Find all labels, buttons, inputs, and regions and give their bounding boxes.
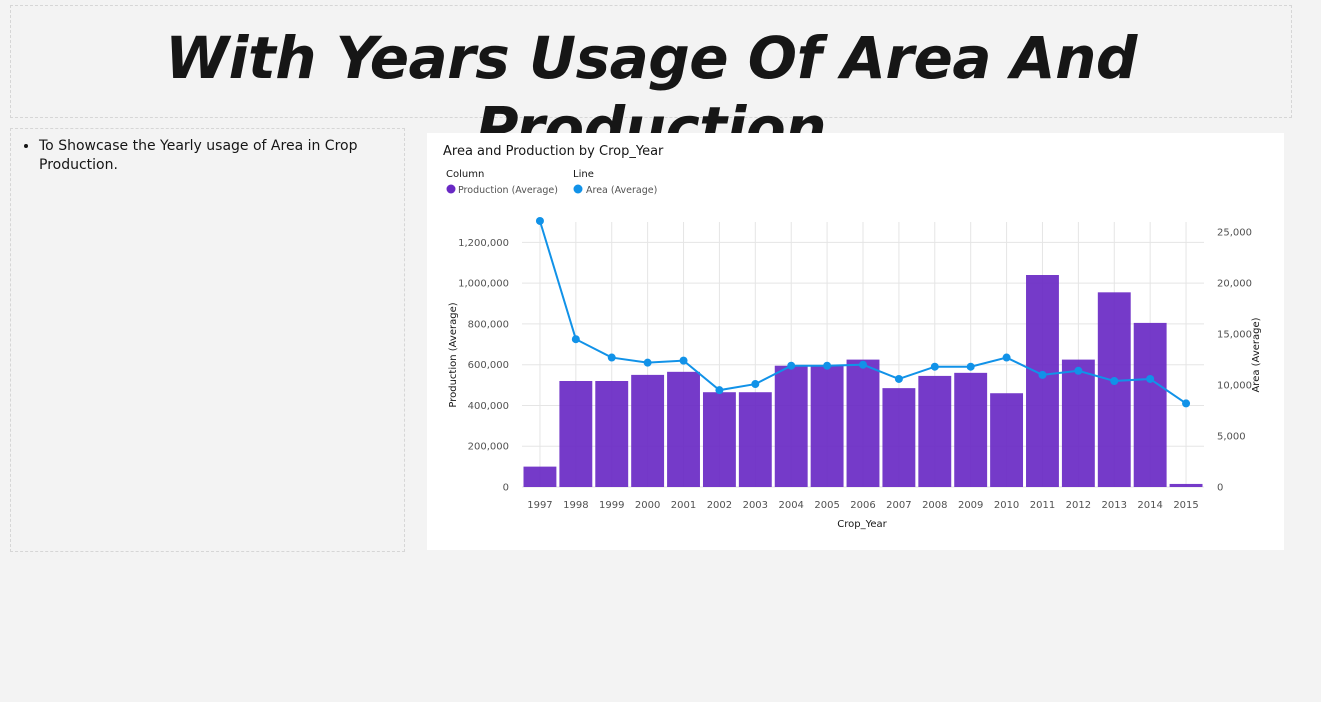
area-point[interactable] xyxy=(1074,366,1083,375)
area-point[interactable] xyxy=(679,356,688,365)
x-tick-label: 2008 xyxy=(922,500,947,511)
page-title: With Years Usage Of Area And Production xyxy=(165,24,1137,162)
production-bar[interactable] xyxy=(1026,275,1059,487)
x-axis-label: Crop_Year xyxy=(837,519,887,530)
x-tick-label: 1999 xyxy=(599,500,624,511)
x-tick-label: 2000 xyxy=(635,500,660,511)
y-tick-label: 1,000,000 xyxy=(458,279,509,290)
legend-swatch-production xyxy=(446,184,456,194)
axes: 0 200,000 400,000 600,000 800,000 1,000,000 1,… xyxy=(458,228,1252,511)
x-tick-label: 2005 xyxy=(814,500,839,511)
area-point[interactable] xyxy=(1038,370,1047,379)
legend-label-production[interactable]: Production (Average) xyxy=(458,185,558,196)
x-tick-label: 2009 xyxy=(958,500,983,511)
legend-swatch-area xyxy=(573,184,583,194)
x-tick-label: 2006 xyxy=(850,500,875,511)
area-point[interactable] xyxy=(1002,353,1011,362)
y-tick-label: 1,200,000 xyxy=(458,238,509,249)
area-point[interactable] xyxy=(571,335,580,344)
y2-tick-label: 20,000 xyxy=(1217,279,1252,290)
legend-heading-line: Line xyxy=(573,169,594,180)
area-point[interactable] xyxy=(751,380,760,389)
area-point[interactable] xyxy=(1110,377,1119,385)
chart-card: Area and Production by Crop_Year Column … xyxy=(427,133,1284,550)
x-tick-label: 2015 xyxy=(1173,500,1198,511)
notes-list: To Showcase the Yearly usage of Area in … xyxy=(11,137,404,175)
area-point[interactable] xyxy=(1146,374,1155,383)
notes-panel: To Showcase the Yearly usage of Area in … xyxy=(10,128,405,552)
area-point[interactable] xyxy=(535,216,544,225)
y-tick-label: 800,000 xyxy=(468,319,509,330)
x-tick-label: 2001 xyxy=(671,500,696,511)
x-tick-label: 2004 xyxy=(778,500,803,511)
y-axis-label: Production (Average) xyxy=(448,302,459,407)
area-point[interactable] xyxy=(894,374,903,383)
area-point[interactable] xyxy=(715,386,724,395)
production-bar[interactable] xyxy=(846,359,880,487)
area-point[interactable] xyxy=(966,362,975,371)
area-point[interactable] xyxy=(787,361,796,370)
production-bar[interactable] xyxy=(595,381,629,487)
production-bar[interactable] xyxy=(1097,292,1131,487)
y2-tick-label: 15,000 xyxy=(1217,330,1252,341)
x-tick-label: 2011 xyxy=(1030,500,1055,511)
x-tick-label: 2014 xyxy=(1137,500,1162,511)
production-bar[interactable] xyxy=(702,392,736,487)
y2-tick-label: 10,000 xyxy=(1217,381,1252,392)
x-tick-label: 2003 xyxy=(743,500,768,511)
legend-heading-column: Column xyxy=(446,169,484,180)
production-bar[interactable] xyxy=(738,392,772,487)
production-bar[interactable] xyxy=(559,381,593,487)
y-tick-label: 200,000 xyxy=(468,442,509,453)
production-bar[interactable] xyxy=(631,374,665,487)
area-point[interactable] xyxy=(823,361,832,370)
area-point[interactable] xyxy=(607,353,616,362)
area-point[interactable] xyxy=(1182,399,1191,408)
bars xyxy=(523,275,1203,487)
production-bar[interactable] xyxy=(774,365,808,487)
title-panel: With Years Usage Of Area And Production xyxy=(10,5,1292,162)
production-bar[interactable] xyxy=(918,375,952,487)
y-tick-label: 400,000 xyxy=(468,401,509,412)
area-line xyxy=(535,216,1191,408)
area-point[interactable] xyxy=(643,358,652,367)
production-bar[interactable] xyxy=(667,371,700,487)
production-bar[interactable] xyxy=(1169,483,1203,487)
y-tick-label: 0 xyxy=(503,483,509,494)
y-tick-label: 600,000 xyxy=(468,360,509,371)
y2-tick-label: 0 xyxy=(1217,483,1223,494)
production-bar[interactable] xyxy=(523,466,557,487)
x-tick-label: 1997 xyxy=(527,500,552,511)
production-bar[interactable] xyxy=(1061,359,1095,487)
combo-chart: Area and Production by Crop_Year Column … xyxy=(443,144,1262,530)
chart-title: Area and Production by Crop_Year xyxy=(443,144,664,159)
production-bar[interactable] xyxy=(954,372,988,487)
production-bar[interactable] xyxy=(1133,322,1167,487)
x-tick-label: 1998 xyxy=(563,500,588,511)
production-bar[interactable] xyxy=(810,365,844,487)
production-bar[interactable] xyxy=(882,388,916,487)
y2-tick-label: 25,000 xyxy=(1217,228,1252,239)
y2-axis-label: Area (Average) xyxy=(1251,317,1262,392)
production-bar[interactable] xyxy=(990,393,1024,487)
x-tick-label: 2013 xyxy=(1102,500,1127,511)
x-tick-label: 2002 xyxy=(707,500,732,511)
y2-tick-label: 5,000 xyxy=(1217,432,1246,443)
note-item: To Showcase the Yearly usage of Area in … xyxy=(39,137,404,175)
legend-label-area[interactable]: Area (Average) xyxy=(586,185,657,196)
x-tick-label: 2010 xyxy=(994,500,1019,511)
x-tick-label: 2007 xyxy=(886,500,911,511)
area-point[interactable] xyxy=(930,362,939,371)
area-point[interactable] xyxy=(859,360,867,369)
x-tick-label: 2012 xyxy=(1066,500,1091,511)
